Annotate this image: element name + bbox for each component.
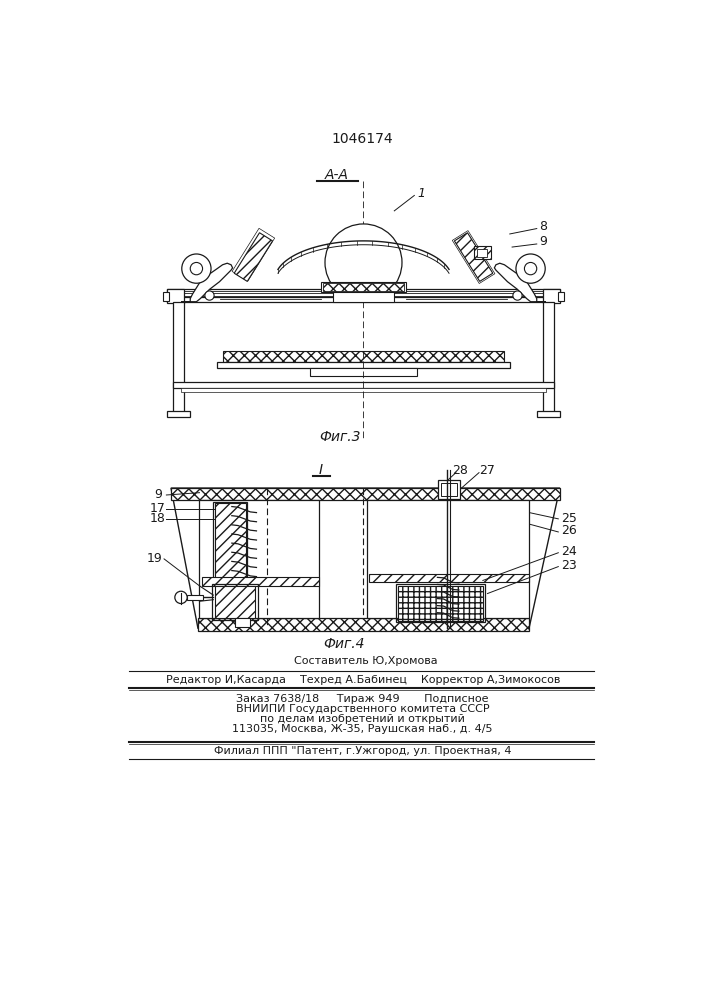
- Polygon shape: [234, 233, 273, 281]
- Bar: [198, 618, 529, 631]
- Polygon shape: [181, 263, 233, 302]
- Bar: [173, 382, 554, 388]
- Bar: [369, 574, 529, 582]
- Circle shape: [516, 254, 545, 283]
- Bar: [214, 502, 247, 582]
- Circle shape: [175, 591, 187, 604]
- Text: 24: 24: [561, 545, 577, 558]
- Bar: [167, 297, 560, 302]
- Text: 28: 28: [452, 464, 467, 477]
- Circle shape: [513, 291, 522, 300]
- Bar: [537, 411, 560, 417]
- Bar: [181, 388, 546, 392]
- Text: ВНИИПИ Государственного комитета СССР: ВНИИПИ Государственного комитета СССР: [236, 704, 489, 714]
- Text: 26: 26: [561, 524, 577, 537]
- Bar: [212, 584, 258, 620]
- Text: 27: 27: [479, 464, 495, 477]
- Bar: [558, 292, 563, 301]
- Bar: [477, 249, 487, 257]
- Text: 23: 23: [561, 559, 577, 572]
- Bar: [321, 282, 406, 292]
- Bar: [171, 291, 556, 293]
- Bar: [438, 480, 460, 499]
- Text: 1: 1: [417, 187, 425, 200]
- Text: 25: 25: [561, 512, 577, 525]
- Bar: [167, 411, 190, 417]
- Bar: [215, 503, 246, 580]
- Bar: [474, 246, 491, 259]
- Bar: [173, 302, 184, 413]
- Text: Фиг.3: Фиг.3: [320, 430, 361, 444]
- Bar: [171, 488, 560, 500]
- Text: 17: 17: [150, 502, 166, 515]
- Bar: [310, 368, 417, 376]
- Bar: [171, 296, 556, 298]
- Text: 9: 9: [539, 235, 547, 248]
- Bar: [333, 292, 395, 302]
- Text: I: I: [319, 463, 323, 477]
- Text: Фиг.4: Фиг.4: [324, 637, 365, 651]
- Bar: [215, 586, 255, 618]
- Bar: [441, 483, 457, 496]
- Text: 18: 18: [150, 512, 166, 525]
- Circle shape: [190, 262, 203, 275]
- Polygon shape: [494, 263, 546, 302]
- Circle shape: [325, 224, 402, 301]
- Bar: [543, 302, 554, 413]
- Bar: [167, 289, 184, 303]
- Bar: [396, 584, 485, 622]
- Bar: [223, 351, 503, 362]
- Text: A-A: A-A: [325, 168, 349, 182]
- Bar: [235, 618, 250, 627]
- Circle shape: [205, 291, 214, 300]
- Text: 8: 8: [539, 220, 547, 233]
- Bar: [543, 289, 560, 303]
- Bar: [199, 500, 319, 618]
- Polygon shape: [171, 488, 560, 628]
- Text: 9: 9: [154, 488, 162, 501]
- Bar: [201, 577, 319, 586]
- Text: Составитель Ю,Хромова: Составитель Ю,Хромова: [288, 656, 438, 666]
- Text: по делам изобретений и открытий: по делам изобретений и открытий: [260, 714, 465, 724]
- Text: Редактор И,Касарда    Техред А.Бабинец    Корректор А,Зимокосов: Редактор И,Касарда Техред А.Бабинец Корр…: [165, 675, 560, 685]
- Text: Заказ 7638/18     Тираж 949       Подписное: Заказ 7638/18 Тираж 949 Подписное: [236, 694, 489, 704]
- Bar: [368, 500, 529, 618]
- Polygon shape: [455, 233, 493, 281]
- Bar: [167, 289, 560, 297]
- Text: 113035, Москва, Ж-35, Раушская наб., д. 4/5: 113035, Москва, Ж-35, Раушская наб., д. …: [233, 724, 493, 734]
- Bar: [322, 283, 404, 291]
- Bar: [163, 292, 170, 301]
- Circle shape: [525, 262, 537, 275]
- Bar: [217, 362, 510, 368]
- Text: 19: 19: [146, 552, 162, 565]
- Bar: [187, 595, 203, 600]
- Text: 1046174: 1046174: [332, 132, 394, 146]
- Circle shape: [182, 254, 211, 283]
- Text: Филиал ППП "Патент, г.Ужгород, ул. Проектная, 4: Филиал ППП "Патент, г.Ужгород, ул. Проек…: [214, 746, 511, 756]
- Bar: [398, 586, 483, 620]
